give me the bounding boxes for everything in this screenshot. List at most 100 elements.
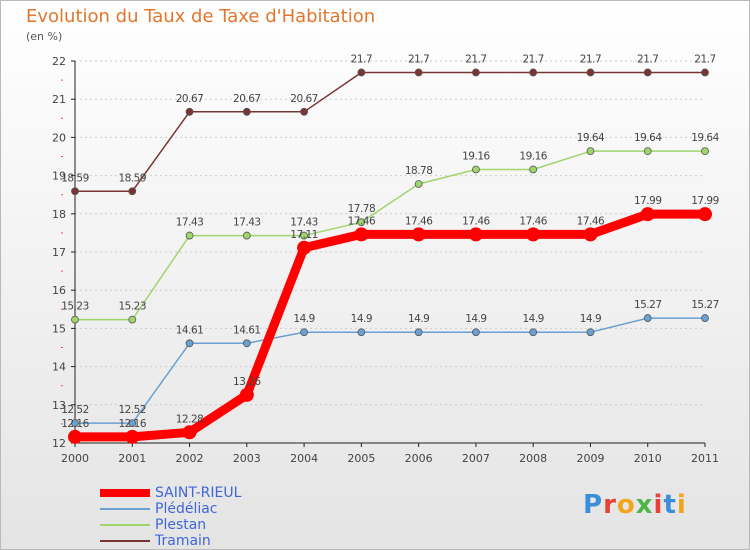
data-point <box>71 315 79 324</box>
proxiti-logo: Proxiti <box>583 490 693 524</box>
x-tick-label: 2001 <box>118 452 146 465</box>
data-label: 17.78 <box>348 203 376 215</box>
y-tick-label: 22 <box>52 55 66 68</box>
data-label: 14.9 <box>293 313 314 325</box>
data-label: 15.23 <box>61 301 89 313</box>
data-label: 21.7 <box>522 53 543 65</box>
data-label: 17.11 <box>290 229 318 241</box>
data-label: 17.43 <box>290 217 318 229</box>
legend-swatch <box>100 508 150 510</box>
data-label: 15.23 <box>118 301 146 313</box>
logo-letter: i <box>676 490 687 520</box>
x-tick-label: 2007 <box>462 452 490 465</box>
x-tick-label: 2010 <box>634 452 662 465</box>
x-tick-label: 2002 <box>176 452 204 465</box>
logo-letter: P <box>583 490 604 520</box>
data-label: 20.67 <box>176 93 204 105</box>
data-point <box>586 68 595 77</box>
data-point <box>701 147 709 156</box>
data-point <box>300 231 308 240</box>
data-point <box>472 328 480 337</box>
legend-label: SAINT-RIEUL <box>155 485 242 501</box>
data-label: 18.59 <box>118 172 146 184</box>
data-point <box>643 147 652 156</box>
data-label: 17.46 <box>348 215 376 227</box>
data-point <box>643 314 652 322</box>
data-label: 14.61 <box>233 324 261 336</box>
y-tick-label: 17 <box>52 246 66 259</box>
data-point <box>68 429 82 444</box>
data-point <box>529 328 538 337</box>
data-point <box>297 240 312 255</box>
legend-label: Tramain <box>155 533 211 549</box>
series-line <box>70 209 710 442</box>
data-label: 17.43 <box>233 217 261 229</box>
data-label: 19.64 <box>577 132 605 144</box>
y-tick-label: 13 <box>52 399 66 412</box>
data-point <box>242 107 251 116</box>
data-point <box>242 231 251 240</box>
logo-letter: t <box>663 490 677 520</box>
data-label: 12.52 <box>118 404 146 416</box>
y-tick-label: 16 <box>52 284 66 297</box>
x-tick-label: 2011 <box>691 452 719 465</box>
data-label: 21.7 <box>465 53 486 65</box>
data-label: 20.67 <box>290 93 318 105</box>
chart-title: Evolution du Taux de Taxe d'Habitation <box>26 6 376 27</box>
legend-item: Tramain <box>100 533 211 549</box>
data-point <box>128 315 137 324</box>
data-point <box>354 227 369 242</box>
data-label: 12.16 <box>118 418 146 430</box>
unit-label: (en %) <box>26 30 63 43</box>
data-label: 15.27 <box>691 299 719 311</box>
logo-letter: r <box>603 490 617 520</box>
data-point <box>643 68 652 77</box>
data-label: 19.64 <box>691 132 719 144</box>
data-point <box>128 419 137 428</box>
data-point <box>185 107 194 116</box>
logo-letter: i <box>653 490 664 520</box>
x-tick-label: 2005 <box>347 452 375 465</box>
data-label: 21.7 <box>580 53 601 65</box>
data-label: 12.16 <box>61 418 89 430</box>
data-label: 17.99 <box>691 195 719 207</box>
y-tick-label: 18 <box>52 208 66 221</box>
data-label: 14.9 <box>351 313 372 325</box>
data-point <box>125 429 140 444</box>
logo-letter: x <box>635 490 654 520</box>
data-label: 21.7 <box>351 53 372 65</box>
data-point <box>185 339 194 348</box>
x-tick-label: 2008 <box>519 452 547 465</box>
data-point <box>300 328 308 337</box>
data-label: 17.99 <box>634 195 662 207</box>
data-point <box>414 68 423 77</box>
legend-item: SAINT-RIEUL <box>100 485 241 501</box>
data-label: 15.27 <box>634 299 662 311</box>
data-point <box>701 68 709 77</box>
data-label: 17.46 <box>577 215 605 227</box>
y-tick-label: 20 <box>52 131 66 144</box>
data-label: 14.9 <box>522 313 543 325</box>
data-point <box>357 68 366 77</box>
data-label: 19.16 <box>519 150 547 162</box>
data-label: 14.9 <box>408 313 429 325</box>
series-line <box>74 317 706 424</box>
data-point <box>414 328 423 337</box>
data-point <box>586 147 595 156</box>
data-point <box>71 419 79 428</box>
data-point <box>529 68 538 77</box>
legend-swatch <box>100 540 150 542</box>
y-tick-label: 14 <box>52 361 66 374</box>
data-point <box>300 107 308 116</box>
data-label: 18.59 <box>61 172 89 184</box>
data-point <box>468 227 483 242</box>
data-point <box>71 187 79 196</box>
data-point <box>698 207 712 222</box>
logo-letter: o <box>616 490 636 520</box>
data-point <box>239 387 254 402</box>
data-label: 14.61 <box>176 324 204 336</box>
series-line <box>74 71 706 193</box>
data-label: 12.28 <box>176 413 204 425</box>
data-point <box>472 165 480 174</box>
